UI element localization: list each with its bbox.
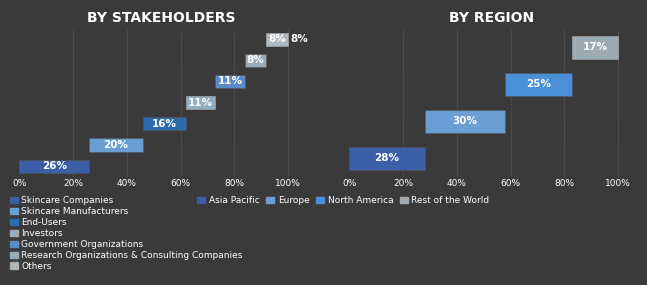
Bar: [424, 110, 505, 133]
Text: 11%: 11%: [218, 76, 243, 86]
Bar: [267, 32, 288, 46]
Text: 20%: 20%: [104, 140, 129, 150]
Text: 28%: 28%: [375, 153, 399, 163]
Text: 30%: 30%: [452, 116, 477, 126]
Text: 26%: 26%: [42, 161, 67, 171]
Bar: [505, 73, 573, 95]
Text: 8%: 8%: [247, 55, 265, 65]
Title: BY STAKEHOLDERS: BY STAKEHOLDERS: [87, 11, 236, 25]
Text: 25%: 25%: [526, 79, 551, 89]
Text: 11%: 11%: [188, 97, 214, 108]
Legend: Asia Pacific, Europe, North America, Rest of the World: Asia Pacific, Europe, North America, Res…: [197, 196, 490, 205]
Text: 17%: 17%: [582, 42, 608, 52]
Text: 8%: 8%: [269, 34, 286, 44]
Bar: [245, 54, 267, 67]
Text: 16%: 16%: [152, 119, 177, 129]
Legend: Skincare Companies, Skincare Manufacturers, End-Users, Investors, Government Org: Skincare Companies, Skincare Manufacture…: [10, 196, 243, 271]
Bar: [143, 117, 186, 130]
Bar: [19, 160, 89, 173]
Text: 8%: 8%: [290, 34, 308, 44]
Bar: [186, 96, 215, 109]
Title: BY REGION: BY REGION: [449, 11, 534, 25]
Bar: [349, 147, 424, 170]
Bar: [89, 139, 143, 152]
Bar: [215, 75, 245, 88]
Bar: [573, 36, 618, 58]
